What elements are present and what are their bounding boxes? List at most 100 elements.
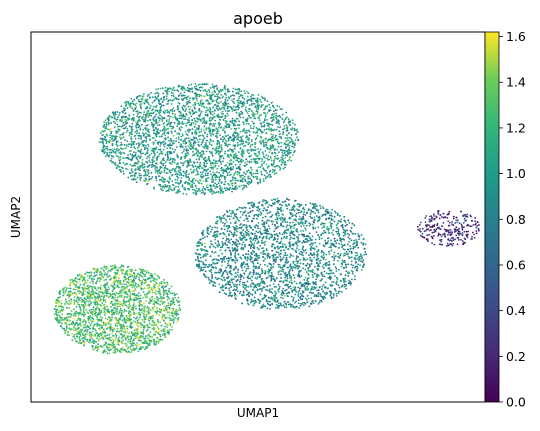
data-point [280, 136, 282, 139]
data-point [146, 152, 149, 155]
data-point [200, 118, 202, 121]
data-point [174, 116, 177, 119]
data-point [204, 142, 207, 144]
data-point [173, 142, 176, 144]
data-point [187, 145, 190, 147]
data-point [308, 232, 311, 235]
data-point [130, 138, 133, 140]
data-point [273, 246, 276, 249]
data-point [291, 269, 294, 272]
data-point [218, 145, 221, 148]
data-point [211, 132, 213, 135]
data-point [138, 124, 141, 127]
data-point [170, 130, 173, 133]
data-point [333, 254, 335, 256]
data-point [175, 137, 178, 140]
data-point [142, 163, 145, 166]
data-point [285, 140, 288, 143]
data-point [102, 144, 105, 147]
data-point [189, 112, 192, 115]
data-point [225, 135, 228, 138]
data-point [327, 240, 330, 243]
data-point [219, 134, 222, 137]
data-point [315, 231, 318, 234]
data-point [188, 129, 191, 132]
data-point [249, 172, 252, 175]
data-point [108, 129, 111, 131]
data-point [271, 137, 274, 140]
data-point [293, 127, 296, 130]
data-point [145, 124, 148, 127]
data-point [238, 123, 241, 126]
data-point [118, 166, 121, 168]
data-point [352, 247, 355, 250]
data-point [339, 279, 342, 282]
data-point [322, 290, 324, 293]
data-point [180, 114, 183, 116]
data-point [272, 139, 275, 142]
data-point [173, 168, 176, 171]
data-point [314, 203, 317, 206]
data-point [252, 111, 255, 114]
data-point [212, 123, 215, 125]
data-point [118, 136, 121, 138]
data-point [277, 119, 280, 122]
data-point [286, 116, 288, 118]
data-point [257, 106, 260, 109]
data-point [282, 159, 285, 162]
data-point [222, 168, 224, 171]
data-point [211, 167, 214, 170]
data-point [119, 119, 121, 121]
data-point [243, 186, 245, 189]
data-point [147, 143, 149, 146]
data-point [208, 156, 210, 158]
data-point [211, 243, 214, 246]
data-point [276, 154, 279, 157]
data-point [202, 186, 205, 188]
data-point [293, 209, 296, 212]
data-point [286, 128, 288, 130]
data-point [281, 118, 284, 120]
data-point [203, 106, 206, 109]
data-point [233, 97, 235, 100]
data-point [129, 163, 132, 166]
data-point [239, 131, 242, 133]
data-point [196, 100, 198, 102]
data-point [186, 103, 188, 105]
data-point [245, 135, 248, 138]
data-point [210, 184, 212, 187]
data-point [195, 147, 197, 150]
data-point [122, 136, 125, 139]
data-point [263, 160, 266, 163]
data-point [218, 89, 220, 92]
data-point [130, 168, 133, 170]
data-point [199, 155, 202, 158]
data-point [306, 299, 308, 301]
data-point [214, 176, 217, 179]
data-point [359, 264, 361, 267]
data-point [191, 131, 194, 134]
data-point [245, 122, 248, 125]
data-point [233, 94, 236, 97]
data-point [254, 138, 257, 141]
data-point [177, 141, 180, 144]
data-point [214, 251, 217, 253]
data-point [250, 127, 252, 129]
data-point [231, 243, 234, 246]
data-point [269, 144, 272, 147]
data-point [266, 209, 269, 211]
data-point [234, 136, 237, 139]
data-point [140, 103, 143, 105]
data-point [116, 131, 118, 134]
data-point [231, 117, 234, 120]
data-point [166, 151, 169, 153]
data-point [206, 114, 209, 117]
data-point [229, 120, 231, 123]
data-point [228, 90, 231, 93]
data-point [243, 219, 246, 222]
data-point [206, 94, 209, 97]
data-point [219, 192, 222, 195]
data-point [203, 161, 206, 164]
data-point [135, 110, 138, 113]
data-point [162, 96, 165, 99]
